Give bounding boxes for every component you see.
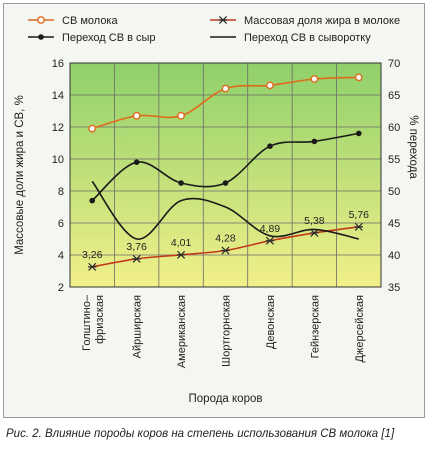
data-label: 4,01 (171, 237, 192, 249)
legend-label: Переход СВ в сыворотку (244, 32, 371, 44)
figure-caption: Рис. 2. Влияние породы коров на степень … (6, 428, 395, 440)
y-left-tick-label: 12 (52, 122, 64, 134)
plot-border (69, 62, 382, 288)
x-tick-label: Американская (176, 295, 188, 368)
x-tick-label-line: Айрширская (132, 295, 144, 358)
legend-marker (37, 16, 45, 24)
data-label: 3,26 (82, 249, 103, 261)
x-tick-label-line: Гейнзерская (309, 295, 321, 358)
x-axis-title: Порода коров (189, 393, 263, 405)
legend-marker (38, 34, 44, 40)
series-1-point (176, 250, 186, 259)
plot-area (70, 63, 381, 287)
y-left-axis-title: Массовые доли жира и СВ, % (14, 95, 26, 255)
y-left-tick-label: 8 (58, 186, 64, 198)
y-right-tick-label: 40 (388, 250, 400, 262)
legend-label: СВ молока (62, 15, 118, 27)
y-right-tick-label: 55 (388, 154, 400, 166)
series-2-point (311, 138, 318, 145)
data-label: 5,38 (304, 215, 325, 227)
legend-label: Переход СВ в сыр (62, 32, 156, 44)
y-left-tick-label: 16 (52, 58, 64, 70)
y-left-tick-label: 4 (58, 250, 64, 262)
series-0-point (177, 111, 185, 120)
x-tick-label-line: фризская (94, 295, 106, 344)
series-2-point (355, 130, 362, 137)
y-left-tick-label: 2 (58, 282, 64, 294)
series-1-point (265, 236, 275, 245)
y-right-tick-label: 60 (388, 122, 400, 134)
y-right-tick-label: 35 (388, 282, 400, 294)
chart: 2 4 6 8 10 12 14 16 35 40 45 50 55 60 65 70 Массовые дол… (14, 15, 419, 405)
series-3-line (91, 180, 359, 240)
series-0-point (354, 73, 363, 82)
y-right-tick-label: 45 (388, 218, 400, 230)
series-0-point (266, 81, 274, 90)
x-tick-label: Шортгорнская (221, 295, 233, 367)
x-tick-label-line: Американская (176, 295, 188, 368)
series-0-point (221, 84, 230, 93)
series-1-point (310, 228, 319, 237)
series-1-point (132, 254, 141, 263)
data-label: 3,76 (126, 241, 147, 253)
x-tick-label-line: Шортгорнская (221, 295, 233, 367)
x-tick-label: Айрширская (132, 295, 144, 358)
y-left-tick-label: 14 (52, 90, 64, 102)
y-left-tick-label: 6 (58, 218, 64, 230)
series-0-point (132, 111, 141, 120)
series-0-point (88, 124, 97, 133)
series-1-point (221, 246, 230, 255)
series-2-point (222, 180, 229, 186)
x-tick-label-line: Голштино– (81, 294, 93, 351)
series-2-point (133, 159, 140, 165)
y-right-tick-label: 50 (388, 186, 400, 198)
y-right-axis-title: % перехода (407, 115, 419, 179)
series-2-point (89, 197, 96, 204)
y-left-tick-label: 10 (52, 154, 64, 166)
x-tick-label: Голштино–фризская (81, 294, 106, 351)
series-1-point (88, 262, 97, 271)
legend-label: Массовая доля жира в молоке (244, 15, 400, 27)
series-2-point (267, 143, 273, 149)
series-0-point (310, 75, 319, 83)
data-label: 5,76 (349, 209, 370, 221)
series-1-point (354, 222, 363, 231)
y-right-tick-label: 70 (388, 58, 400, 70)
series-2-point (178, 180, 184, 186)
x-tick-label: Гейнзерская (309, 295, 321, 358)
x-tick-label-line: Джерсейская (354, 295, 366, 362)
y-right-tick-label: 65 (388, 90, 400, 102)
data-label: 4,89 (260, 223, 281, 235)
x-tick-label: Джерсейская (354, 295, 366, 362)
legend-marker (218, 15, 228, 25)
x-tick-label-line: Девонская (265, 295, 277, 349)
data-label: 4,28 (215, 233, 236, 245)
x-tick-label: Девонская (265, 295, 277, 349)
